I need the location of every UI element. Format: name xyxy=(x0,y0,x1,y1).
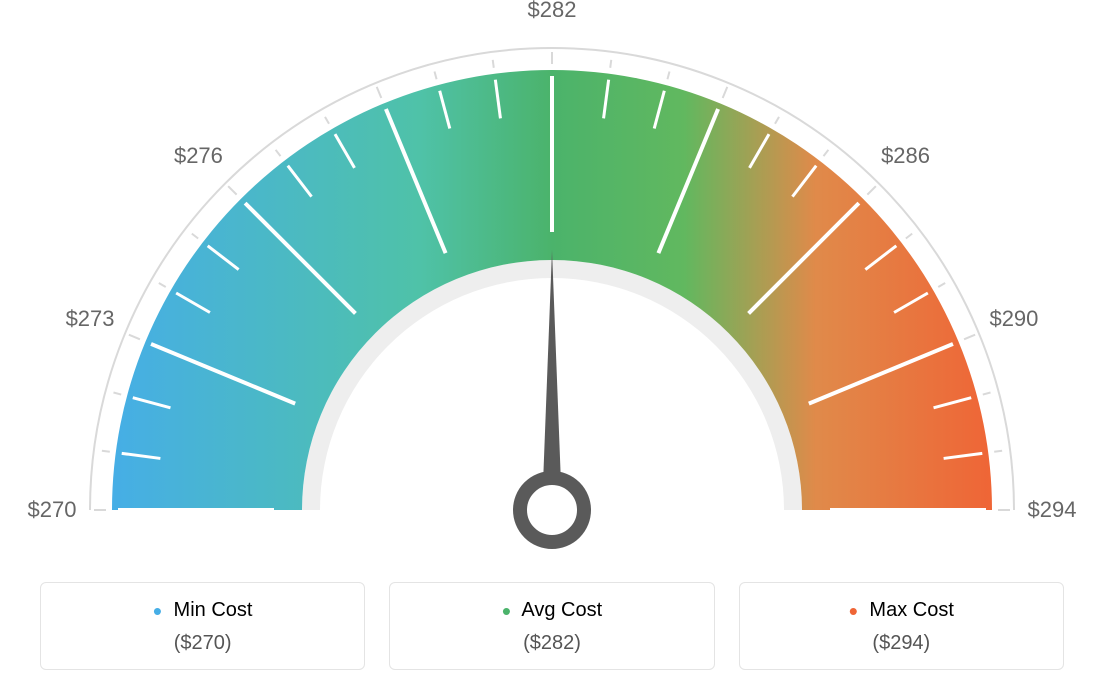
legend-card-max: • Max Cost ($294) xyxy=(739,582,1064,670)
gauge-tick-label: $276 xyxy=(174,143,223,169)
dot-icon: • xyxy=(153,596,162,626)
gauge-tick-label: $294 xyxy=(1028,497,1077,523)
legend-min-title: • Min Cost xyxy=(41,599,364,622)
legend-max-title: • Max Cost xyxy=(740,599,1063,622)
legend-avg-label: Avg Cost xyxy=(521,599,602,621)
gauge-tick-label: $286 xyxy=(881,143,930,169)
gauge-tick-label: $270 xyxy=(28,497,77,523)
legend-avg-title: • Avg Cost xyxy=(390,599,713,622)
legend-min-value: ($270) xyxy=(41,632,364,655)
dot-icon: • xyxy=(849,596,858,626)
gauge-tick-label: $282 xyxy=(528,0,577,23)
legend-card-min: • Min Cost ($270) xyxy=(40,582,365,670)
legend-max-label: Max Cost xyxy=(869,599,953,621)
legend-avg-value: ($282) xyxy=(390,632,713,655)
legend-row: • Min Cost ($270) • Avg Cost ($282) • Ma… xyxy=(40,582,1064,670)
legend-min-label: Min Cost xyxy=(174,599,253,621)
legend-max-value: ($294) xyxy=(740,632,1063,655)
chart-container: $270 $273 $276 $282 $286 $290 $294 • Min Cost … xyxy=(0,0,1104,690)
gauge-svg xyxy=(0,0,1104,560)
dot-icon: • xyxy=(502,596,511,626)
gauge-tick-label: $290 xyxy=(989,306,1038,332)
legend-card-avg: • Avg Cost ($282) xyxy=(389,582,714,670)
gauge-tick-label: $273 xyxy=(66,306,115,332)
gauge-chart: $270 $273 $276 $282 $286 $290 $294 xyxy=(0,0,1104,560)
